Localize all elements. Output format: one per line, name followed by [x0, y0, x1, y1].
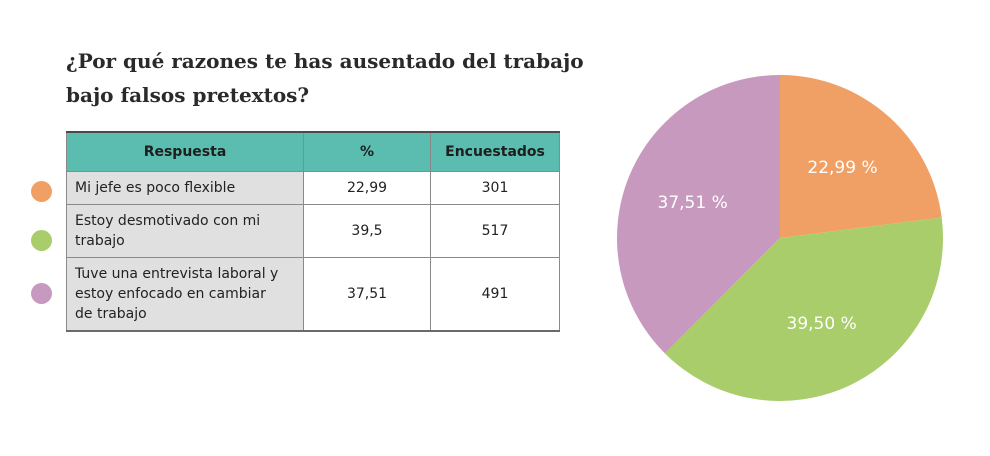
data-table: Respuesta % Encuestados Mi jefe es poco … — [66, 131, 560, 332]
row-1-count: 301 — [430, 171, 560, 205]
slice-label: 22,99 % — [807, 158, 877, 178]
row-1-respuesta: Mi jefe es poco flexible — [66, 171, 304, 205]
row-3-line-1: Tuve una entrevista laboral y — [75, 266, 279, 282]
legend-dot-orange — [31, 181, 52, 202]
slice-desmotivado — [664, 217, 943, 401]
slice-label: 39,50 % — [787, 314, 857, 334]
header-encuestados: Encuestados — [430, 131, 560, 172]
title-line-1: ¿Por qué razones te has ausentado del tr… — [66, 49, 584, 73]
row-3-percent: 37,51 — [303, 257, 431, 332]
row-3-respuesta: Tuve una entrevista laboral y estoy enfo… — [66, 257, 304, 332]
table-header-row: Respuesta % Encuestados — [66, 131, 560, 172]
slice-label: 37,51 % — [658, 193, 728, 213]
table-row: Mi jefe es poco flexible 22,99 301 — [66, 171, 560, 205]
row-1-line-1: Mi jefe es poco flexible — [75, 180, 236, 196]
row-2-percent: 39,5 — [303, 204, 431, 258]
header-percent: % — [303, 131, 431, 172]
title-line-2: bajo falsos pretextos? — [66, 83, 310, 107]
slice-entrevista — [617, 75, 780, 354]
table-row: Tuve una entrevista laboral y estoy enfo… — [66, 257, 560, 332]
row-3-line-2: estoy enfocado en cambiar — [75, 286, 266, 302]
slice-mi-jefe — [780, 75, 942, 238]
row-2-count: 517 — [430, 204, 560, 258]
row-2-line-1: Estoy desmotivado con mi — [75, 213, 261, 229]
row-1-percent: 22,99 — [303, 171, 431, 205]
row-2-respuesta: Estoy desmotivado con mi trabajo — [66, 204, 304, 258]
header-respuesta: Respuesta — [66, 131, 304, 172]
pie-chart: 22,99 % 39,50 % 37,51 % — [617, 75, 943, 401]
legend-dot-green — [31, 230, 52, 251]
row-3-count: 491 — [430, 257, 560, 332]
row-3-line-3: de trabajo — [75, 306, 147, 322]
chart-title: ¿Por qué razones te has ausentado del tr… — [66, 44, 586, 112]
legend-dot-purple — [31, 283, 52, 304]
table-row: Estoy desmotivado con mi trabajo 39,5 51… — [66, 204, 560, 258]
row-2-line-2: trabajo — [75, 233, 125, 249]
